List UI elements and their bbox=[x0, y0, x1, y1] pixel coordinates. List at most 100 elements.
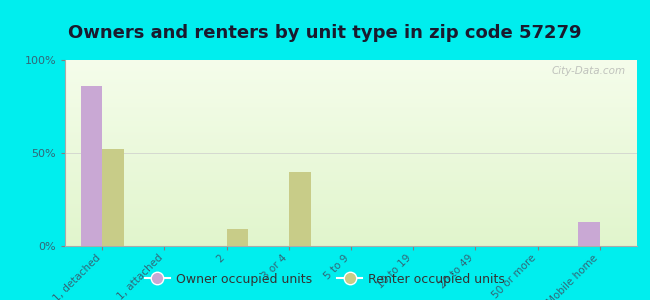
Bar bbox=[65, 133, 637, 134]
Bar bbox=[65, 237, 637, 238]
Bar bbox=[65, 225, 637, 226]
Bar bbox=[65, 74, 637, 75]
Bar bbox=[65, 129, 637, 130]
Bar bbox=[65, 215, 637, 216]
Bar bbox=[65, 101, 637, 102]
Bar bbox=[65, 140, 637, 141]
Bar bbox=[65, 109, 637, 110]
Bar bbox=[65, 205, 637, 206]
Bar bbox=[65, 159, 637, 160]
Bar bbox=[65, 97, 637, 98]
Bar bbox=[65, 139, 637, 140]
Bar bbox=[65, 83, 637, 84]
Bar bbox=[65, 221, 637, 222]
Bar bbox=[65, 89, 637, 90]
Bar bbox=[65, 62, 637, 63]
Bar bbox=[65, 146, 637, 147]
Bar bbox=[65, 200, 637, 201]
Bar bbox=[65, 179, 637, 180]
Bar bbox=[65, 230, 637, 231]
Bar bbox=[102, 149, 124, 246]
Bar bbox=[65, 236, 637, 237]
Bar bbox=[65, 135, 637, 136]
Bar bbox=[65, 243, 637, 244]
Bar bbox=[65, 223, 637, 224]
Bar bbox=[65, 189, 637, 190]
Bar bbox=[65, 191, 637, 192]
Bar bbox=[65, 69, 637, 70]
Bar bbox=[65, 99, 637, 100]
Bar bbox=[227, 229, 248, 246]
Bar bbox=[65, 87, 637, 88]
Bar bbox=[65, 98, 637, 99]
Bar bbox=[65, 104, 637, 105]
Bar bbox=[65, 149, 637, 150]
Bar bbox=[65, 160, 637, 161]
Bar bbox=[578, 222, 600, 246]
Bar bbox=[65, 122, 637, 123]
Text: City-Data.com: City-Data.com bbox=[551, 66, 625, 76]
Bar bbox=[65, 188, 637, 189]
Bar bbox=[65, 180, 637, 181]
Bar bbox=[65, 71, 637, 72]
Bar bbox=[65, 201, 637, 202]
Bar bbox=[65, 193, 637, 194]
Bar bbox=[65, 102, 637, 103]
Bar bbox=[65, 240, 637, 241]
Bar bbox=[65, 136, 637, 137]
Bar bbox=[65, 185, 637, 187]
Bar bbox=[65, 160, 637, 161]
Bar bbox=[65, 217, 637, 218]
Bar bbox=[65, 124, 637, 125]
Bar bbox=[65, 92, 637, 94]
Bar bbox=[65, 161, 637, 162]
Bar bbox=[65, 80, 637, 81]
Bar bbox=[65, 151, 637, 152]
Bar bbox=[65, 206, 637, 207]
Bar bbox=[65, 108, 637, 109]
Bar bbox=[65, 123, 637, 124]
Bar bbox=[65, 105, 637, 106]
Bar bbox=[65, 64, 637, 66]
Bar bbox=[65, 241, 637, 242]
Bar bbox=[65, 203, 637, 204]
Bar bbox=[65, 110, 637, 111]
Bar bbox=[65, 113, 637, 114]
Bar bbox=[65, 154, 637, 155]
Bar bbox=[65, 244, 637, 245]
Bar bbox=[65, 232, 637, 233]
Bar bbox=[65, 63, 637, 64]
Bar bbox=[65, 166, 637, 167]
Bar bbox=[65, 207, 637, 208]
Bar bbox=[65, 194, 637, 195]
Bar bbox=[65, 168, 637, 169]
Bar bbox=[65, 210, 637, 211]
Bar bbox=[65, 156, 637, 157]
Bar bbox=[65, 85, 637, 86]
Bar bbox=[65, 162, 637, 163]
Bar bbox=[65, 142, 637, 143]
Bar bbox=[65, 209, 637, 210]
Bar bbox=[65, 169, 637, 170]
Bar bbox=[65, 173, 637, 174]
Bar bbox=[65, 100, 637, 101]
Bar bbox=[65, 164, 637, 165]
Bar bbox=[65, 120, 637, 122]
Bar bbox=[65, 84, 637, 85]
Bar bbox=[65, 72, 637, 73]
Bar bbox=[65, 176, 637, 177]
Bar bbox=[65, 226, 637, 227]
Bar bbox=[65, 145, 637, 146]
Bar bbox=[65, 152, 637, 153]
Bar bbox=[65, 131, 637, 132]
Bar bbox=[65, 216, 637, 217]
Bar bbox=[65, 132, 637, 133]
Bar bbox=[65, 134, 637, 135]
Bar bbox=[65, 174, 637, 175]
Bar bbox=[65, 231, 637, 232]
Bar bbox=[65, 82, 637, 83]
Bar bbox=[65, 229, 637, 230]
Bar bbox=[65, 78, 637, 79]
Bar bbox=[65, 158, 637, 159]
Bar bbox=[65, 125, 637, 126]
